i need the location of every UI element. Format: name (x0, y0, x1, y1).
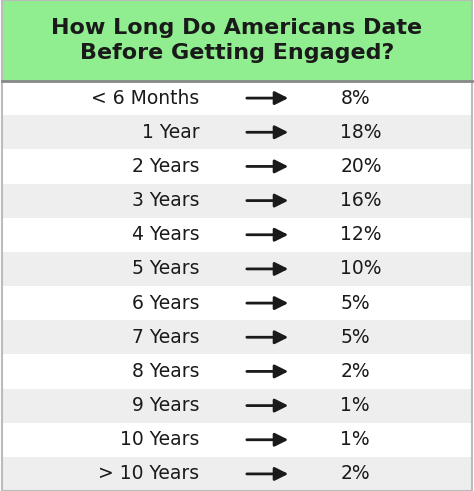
Text: 1%: 1% (340, 430, 370, 449)
Text: < 6 Months: < 6 Months (91, 88, 200, 108)
Text: 2%: 2% (340, 464, 370, 484)
Text: 3 Years: 3 Years (132, 191, 200, 210)
Text: 8 Years: 8 Years (132, 362, 200, 381)
Text: 1%: 1% (340, 396, 370, 415)
FancyBboxPatch shape (2, 115, 472, 149)
Text: 7 Years: 7 Years (132, 328, 200, 347)
Text: 4 Years: 4 Years (132, 225, 200, 244)
FancyBboxPatch shape (2, 423, 472, 457)
FancyBboxPatch shape (2, 286, 472, 320)
Text: 8%: 8% (340, 88, 370, 108)
FancyBboxPatch shape (2, 320, 472, 355)
Text: 12%: 12% (340, 225, 382, 244)
Text: 10 Years: 10 Years (120, 430, 200, 449)
Text: 6 Years: 6 Years (132, 294, 200, 313)
Text: 5 Years: 5 Years (132, 259, 200, 278)
FancyBboxPatch shape (2, 0, 472, 81)
Text: 16%: 16% (340, 191, 382, 210)
Text: 10%: 10% (340, 259, 382, 278)
FancyBboxPatch shape (2, 184, 472, 218)
Text: 9 Years: 9 Years (132, 396, 200, 415)
Text: 2%: 2% (340, 362, 370, 381)
FancyBboxPatch shape (2, 218, 472, 252)
Text: 2 Years: 2 Years (132, 157, 200, 176)
FancyBboxPatch shape (2, 355, 472, 388)
Text: 18%: 18% (340, 123, 382, 142)
FancyBboxPatch shape (2, 457, 472, 491)
Text: How Long Do Americans Date
Before Getting Engaged?: How Long Do Americans Date Before Gettin… (52, 18, 422, 63)
FancyBboxPatch shape (2, 388, 472, 423)
FancyBboxPatch shape (2, 149, 472, 184)
Text: > 10 Years: > 10 Years (98, 464, 200, 484)
Text: 1 Year: 1 Year (142, 123, 200, 142)
Text: 5%: 5% (340, 328, 370, 347)
Text: 5%: 5% (340, 294, 370, 313)
FancyBboxPatch shape (2, 81, 472, 115)
FancyBboxPatch shape (2, 252, 472, 286)
Text: 20%: 20% (340, 157, 382, 176)
